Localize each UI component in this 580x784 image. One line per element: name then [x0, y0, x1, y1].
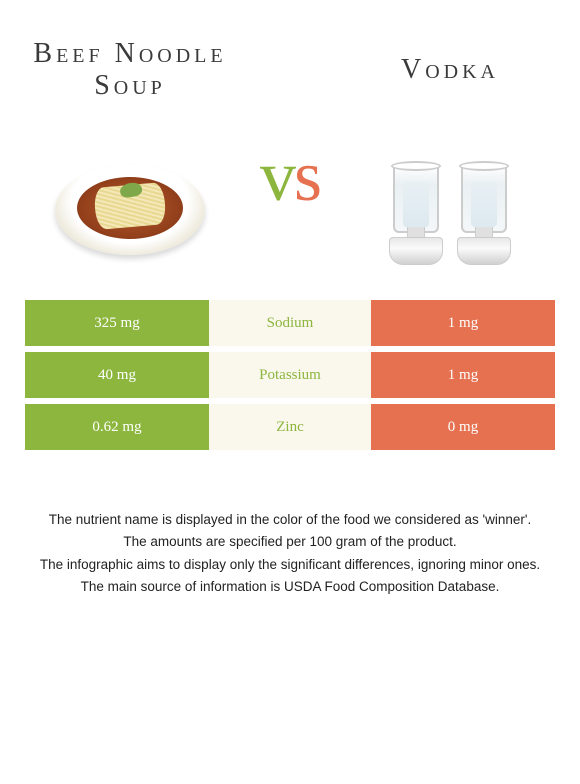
footnotes: The nutrient name is displayed in the co… [25, 510, 555, 597]
left-value: 0.62 mg [25, 404, 209, 450]
footnote-line: The nutrient name is displayed in the co… [35, 510, 545, 530]
vs-s: s [294, 136, 320, 216]
nutrient-label: Sodium [209, 300, 371, 346]
right-value: 1 mg [371, 300, 555, 346]
nutrient-table: 325 mgSodium1 mg40 mgPotassium1 mg0.62 m… [25, 300, 555, 450]
left-value: 40 mg [25, 352, 209, 398]
vs-label: vs [235, 140, 345, 212]
soup-illustration [55, 155, 205, 255]
right-food-column: Vodka [345, 20, 555, 265]
left-food-image [50, 145, 210, 265]
footnote-line: The infographic aims to display only the… [35, 555, 545, 575]
nutrient-row: 40 mgPotassium1 mg [25, 352, 555, 398]
right-food-image [370, 145, 530, 265]
comparison-header: Beef Noodle Soup vs Vodka [25, 20, 555, 270]
left-value: 325 mg [25, 300, 209, 346]
nutrient-label: Zinc [209, 404, 371, 450]
right-value: 0 mg [371, 404, 555, 450]
vodka-illustration [389, 145, 511, 265]
left-food-column: Beef Noodle Soup [25, 20, 235, 265]
nutrient-row: 0.62 mgZinc0 mg [25, 404, 555, 450]
vs-v: v [260, 136, 294, 216]
nutrient-row: 325 mgSodium1 mg [25, 300, 555, 346]
right-food-title: Vodka [401, 20, 499, 120]
left-food-title: Beef Noodle Soup [25, 20, 235, 120]
footnote-line: The main source of information is USDA F… [35, 577, 545, 597]
footnote-line: The amounts are specified per 100 gram o… [35, 532, 545, 552]
nutrient-label: Potassium [209, 352, 371, 398]
right-value: 1 mg [371, 352, 555, 398]
